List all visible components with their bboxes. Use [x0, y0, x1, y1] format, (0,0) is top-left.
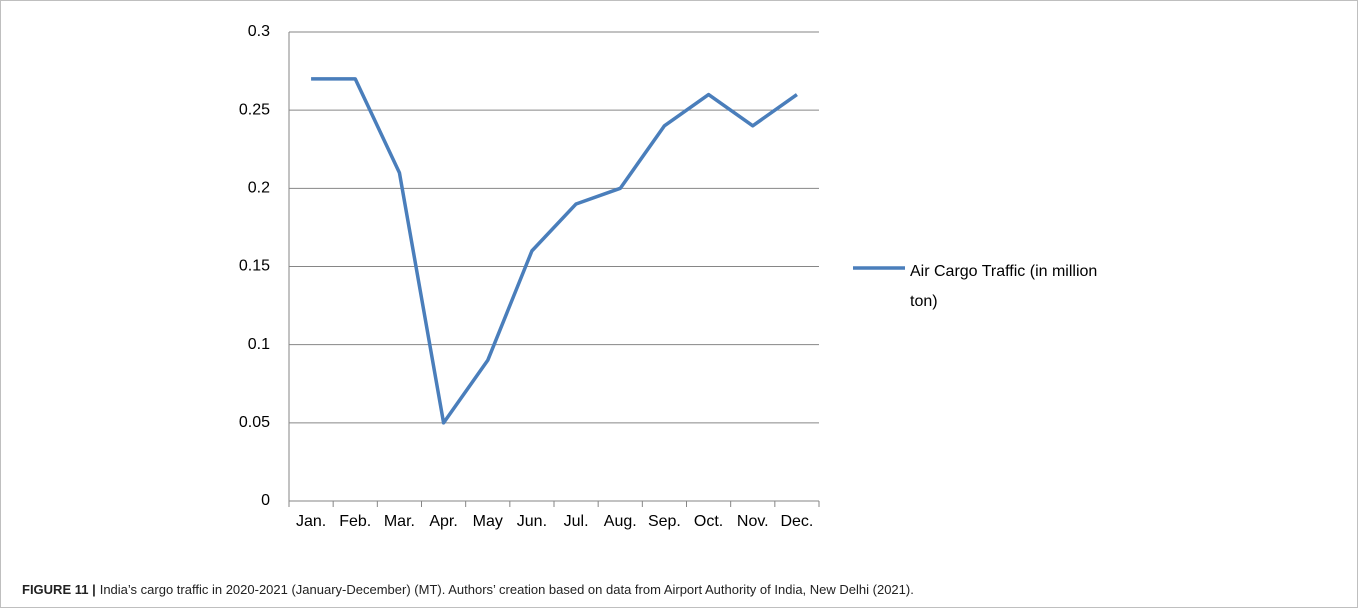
y-tick-label: 0.05	[239, 414, 270, 431]
x-tick-label: Sep.	[648, 513, 681, 530]
x-tick-label: Aug.	[604, 513, 637, 530]
y-tick-label: 0	[261, 492, 270, 509]
y-tick-label: 0.2	[248, 180, 270, 197]
x-tick-label: May	[473, 513, 503, 530]
x-tick-label: Jun.	[517, 513, 547, 530]
y-tick-label: 0.1	[248, 336, 270, 353]
caption-text: India’s cargo traffic in 2020-2021 (Janu…	[99, 582, 914, 597]
x-tick-label: Oct.	[694, 513, 723, 530]
x-tick-label: Apr.	[429, 513, 457, 530]
legend-label: Air Cargo Traffic (in million ton)	[910, 263, 1098, 310]
caption-label: FIGURE 11 |	[22, 582, 96, 597]
y-tick-label: 0.25	[239, 101, 270, 118]
y-tick-label: 0.3	[248, 23, 270, 40]
x-tick-label: Jan.	[296, 513, 326, 530]
x-tick-label: Dec.	[780, 513, 813, 530]
x-tick-label: Feb.	[339, 513, 371, 530]
x-tick-label: Mar.	[384, 513, 415, 530]
x-tick-label: Nov.	[737, 513, 769, 530]
caption: FIGURE 11 | India’s cargo traffic in 2020…	[22, 582, 914, 597]
x-tick-label: Jul.	[564, 513, 589, 530]
y-tick-label: 0.15	[239, 258, 270, 275]
line-series	[311, 77, 798, 425]
